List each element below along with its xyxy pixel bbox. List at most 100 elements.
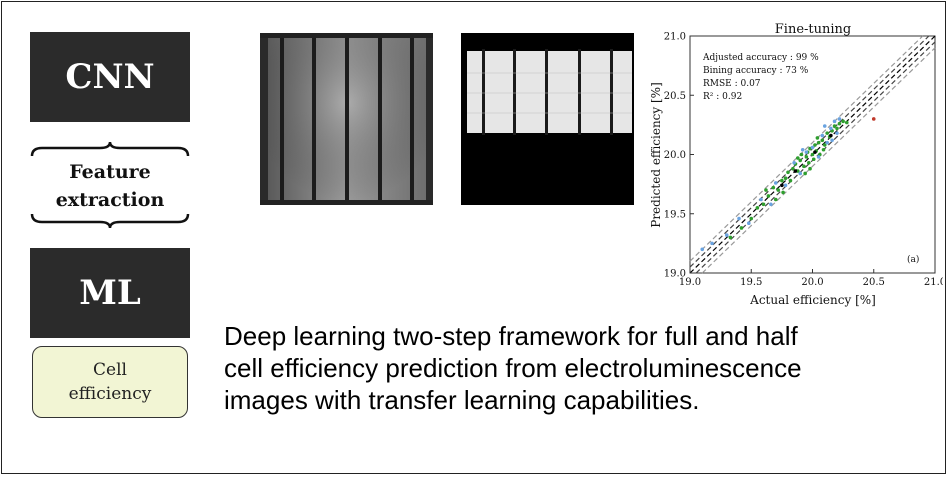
data-point [749, 216, 754, 221]
caption-line3: images with transfer learning capabiliti… [224, 385, 700, 415]
data-point [832, 119, 837, 124]
feature-extraction-brace [30, 141, 190, 229]
x-axis-label: Actual efficiency [%] [749, 293, 876, 307]
axis-ticks: 19.0 19.5 20.0 20.5 21.0 19.0 19.5 20.0 20.5 21.0 [664, 32, 943, 289]
ml-label: ML [79, 273, 141, 313]
stats-annotation: Bining accuracy : 73 % [703, 66, 809, 76]
data-point [737, 216, 741, 221]
data-point [804, 155, 809, 159]
el-half-cell-image [461, 33, 634, 205]
data-point [816, 140, 821, 145]
x-tick-label: 19.5 [740, 277, 762, 288]
data-point [769, 202, 773, 207]
data-point [786, 170, 790, 175]
data-point [830, 138, 834, 143]
data-point [811, 157, 816, 162]
data-point [798, 171, 803, 176]
data-point [759, 197, 763, 202]
data-point [837, 121, 842, 126]
data-point [764, 188, 768, 192]
data-point [820, 133, 825, 138]
caption: Deep learning two-step framework for ful… [224, 320, 924, 416]
data-points [700, 117, 876, 252]
outer-band-upper-line [689, 35, 924, 262]
data-point [845, 120, 849, 125]
data-point [755, 206, 760, 210]
y-tick-label: 19.0 [664, 269, 686, 280]
data-point [796, 156, 800, 160]
data-point [810, 152, 815, 157]
data-point [781, 190, 785, 195]
fine-tuning-scatter-chart: Fine-tuning 19.0 19.5 20.0 20.5 21.0 19.0 19.5… [649, 22, 943, 307]
data-point [724, 233, 729, 237]
data-point [800, 147, 805, 152]
caption-line1: Deep learning two-step framework for ful… [224, 321, 798, 351]
y-tick-label: 20.0 [664, 150, 686, 161]
data-point [813, 150, 817, 154]
data-point [813, 143, 817, 147]
data-point [766, 194, 771, 198]
data-point [841, 119, 845, 124]
data-point [825, 131, 829, 135]
data-point [835, 126, 839, 131]
data-point [728, 235, 733, 240]
panel-label: (a) [907, 254, 919, 265]
data-point [829, 133, 833, 138]
data-point [825, 140, 829, 145]
data-point [829, 126, 833, 131]
data-point [792, 160, 796, 165]
data-point [793, 169, 798, 173]
stats-annotations: Adjusted accuracy : 99 % Bining accuracy … [702, 53, 819, 102]
data-point [747, 221, 751, 226]
stats-annotation: Adjusted accuracy : 99 % [702, 53, 819, 63]
data-point [739, 226, 744, 230]
data-point [710, 241, 714, 246]
data-point [832, 124, 837, 128]
data-point [871, 117, 876, 121]
data-point [773, 181, 778, 185]
data-point [837, 117, 842, 121]
data-point [822, 143, 827, 147]
data-point [783, 176, 788, 180]
data-point [835, 131, 839, 135]
y-tick-label: 20.5 [664, 91, 686, 102]
data-point [771, 185, 776, 190]
feature-extraction-label: Feature extraction [30, 158, 190, 214]
data-point [799, 152, 804, 157]
x-tick-label: 19.0 [679, 277, 701, 288]
data-point [802, 164, 806, 169]
feature-label-line2: extraction [55, 189, 165, 211]
outer-band-lower-line [701, 47, 936, 274]
inner-band-lower-line [695, 41, 936, 274]
data-point [821, 147, 826, 152]
data-point [776, 188, 780, 192]
data-point [798, 158, 803, 163]
data-point [810, 145, 815, 150]
data-point [803, 171, 807, 176]
cnn-label: CNN [65, 57, 155, 97]
data-point [815, 136, 820, 140]
data-point [788, 178, 793, 183]
data-point [780, 178, 784, 183]
data-point [791, 166, 795, 171]
cell-efficiency-box: Cell efficiency [32, 346, 188, 418]
data-point [808, 166, 812, 171]
feature-label-line1: Feature [69, 161, 151, 183]
y-tick-label: 21.0 [664, 32, 686, 43]
data-point [700, 247, 705, 252]
data-point [820, 138, 825, 143]
y-tick-label: 19.5 [664, 209, 686, 220]
x-tick-label: 21.0 [924, 277, 943, 288]
stats-annotation: R² : 0.92 [703, 92, 742, 102]
data-point [807, 160, 811, 165]
cnn-block: CNN [30, 32, 190, 122]
cell-label-line2: efficiency [68, 384, 152, 404]
data-point [761, 202, 766, 207]
x-tick-label: 20.0 [801, 277, 823, 288]
data-point [773, 197, 778, 202]
stats-annotation: RMSE : 0.07 [703, 79, 761, 89]
data-point [804, 150, 809, 154]
el-full-cell-image [260, 33, 433, 205]
caption-line2: cell efficiency prediction from electrol… [224, 353, 802, 383]
